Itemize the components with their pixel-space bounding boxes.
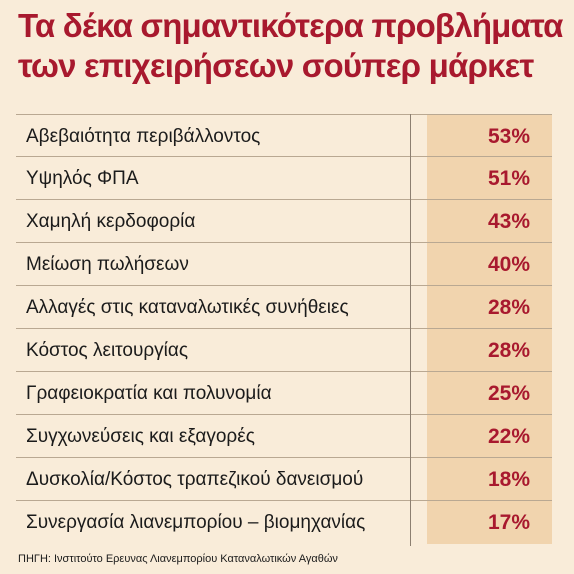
table-row: Υψηλός ΦΠΑ 51% bbox=[16, 157, 552, 200]
value-cell: 28% bbox=[427, 329, 552, 371]
row-value: 40% bbox=[487, 253, 530, 276]
row-label: Δυσκολία/Κόστος τραπεζικού δανεισμού bbox=[26, 469, 364, 490]
value-cell: 22% bbox=[427, 415, 552, 457]
row-label: Συγχωνεύσεις και εξαγορές bbox=[26, 426, 255, 447]
value-cell: 28% bbox=[427, 286, 552, 328]
row-value: 17% bbox=[487, 511, 530, 534]
row-value: 22% bbox=[487, 425, 530, 448]
row-value: 28% bbox=[487, 339, 530, 362]
row-label: Υψηλός ΦΠΑ bbox=[26, 168, 139, 189]
row-label: Χαμηλή κερδοφορία bbox=[26, 211, 196, 232]
problems-table: Αβεβαιότητα περιβάλλοντος 53% Υψηλός ΦΠΑ 51… bbox=[16, 114, 552, 544]
row-value: 53% bbox=[487, 125, 530, 148]
table-row: Συνεργασία λιανεμπορίου – βιομηχανίας 17% bbox=[16, 501, 552, 544]
row-value: 25% bbox=[487, 382, 530, 405]
chart-title: Τα δέκα σημαντικότερα προβλήματα των επι… bbox=[18, 6, 568, 86]
source-note: ΠΗΓΗ: Ινστιτούτο Ερευνας Λιανεμπορίου Κα… bbox=[18, 553, 338, 565]
value-cell: 51% bbox=[427, 157, 552, 199]
value-cell: 40% bbox=[427, 243, 552, 285]
row-label: Μείωση πωλήσεων bbox=[26, 254, 189, 275]
table-row: Γραφειοκρατία και πολυνομία 25% bbox=[16, 372, 552, 415]
chart-title-line-1: Τα δέκα σημαντικότερα προβλήματα bbox=[18, 7, 563, 44]
table-row: Δυσκολία/Κόστος τραπεζικού δανεισμού 18% bbox=[16, 458, 552, 501]
row-value: 28% bbox=[487, 296, 530, 319]
table-row: Αλλαγές στις καταναλωτικές συνήθειες 28% bbox=[16, 286, 552, 329]
chart-title-line-2: των επιχειρήσεων σούπερ μάρκετ bbox=[18, 47, 534, 84]
value-cell: 18% bbox=[427, 458, 552, 500]
value-cell: 25% bbox=[427, 372, 552, 414]
table-row: Συγχωνεύσεις και εξαγορές 22% bbox=[16, 415, 552, 458]
value-cell: 53% bbox=[427, 115, 552, 156]
row-value: 43% bbox=[487, 210, 530, 233]
row-value: 51% bbox=[487, 167, 530, 190]
value-cell: 43% bbox=[427, 200, 552, 242]
table-row: Κόστος λειτουργίας 28% bbox=[16, 329, 552, 372]
row-label: Αλλαγές στις καταναλωτικές συνήθειες bbox=[26, 297, 349, 318]
value-cell: 17% bbox=[427, 501, 552, 544]
table-row: Χαμηλή κερδοφορία 43% bbox=[16, 200, 552, 243]
table-row: Μείωση πωλήσεων 40% bbox=[16, 243, 552, 286]
row-label: Κόστος λειτουργίας bbox=[26, 340, 189, 361]
row-value: 18% bbox=[487, 468, 530, 491]
table-row: Αβεβαιότητα περιβάλλοντος 53% bbox=[16, 114, 552, 157]
row-label: Αβεβαιότητα περιβάλλοντος bbox=[26, 126, 261, 147]
row-label: Γραφειοκρατία και πολυνομία bbox=[26, 383, 272, 404]
row-label: Συνεργασία λιανεμπορίου – βιομηχανίας bbox=[26, 512, 366, 533]
column-separator bbox=[410, 114, 411, 546]
